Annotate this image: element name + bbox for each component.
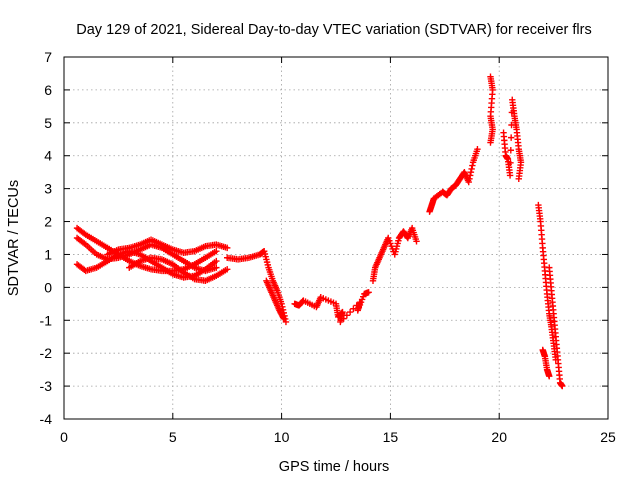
x-tick-label: 10 [274, 429, 290, 445]
series-track-m [535, 201, 559, 363]
y-tick-label: -4 [40, 411, 53, 427]
y-tick-label: 7 [44, 49, 52, 65]
data-point [466, 172, 474, 179]
series-track-h [291, 289, 372, 326]
data-point [468, 165, 475, 173]
data-point [365, 289, 372, 296]
x-tick-label: 20 [491, 429, 507, 445]
data-point [343, 312, 351, 319]
series-track-n [546, 264, 566, 390]
series-track-g [263, 277, 287, 322]
series-track-k [487, 73, 496, 146]
data-point [507, 134, 515, 141]
series-track-d [104, 236, 231, 258]
x-tick-label: 0 [60, 429, 68, 445]
data-point [474, 145, 481, 153]
y-tick-label: 1 [44, 246, 52, 262]
data-point [224, 266, 231, 273]
axis-ticks: 0 5 10 15 20 25 -4 -3 -2 -1 0 1 2 3 4 5 6 7 [40, 49, 616, 445]
series-track-o [539, 346, 553, 380]
data-point [279, 314, 287, 321]
data-point [507, 159, 514, 167]
y-tick-label: -1 [40, 312, 53, 328]
y-tick-label: 3 [44, 181, 52, 197]
series-track-i [369, 224, 420, 284]
y-tick-label: -3 [40, 378, 53, 394]
data-point [506, 172, 514, 179]
data-point [515, 175, 522, 182]
x-tick-label: 5 [169, 429, 177, 445]
y-tick-label: 0 [44, 279, 52, 295]
data-point [487, 139, 494, 146]
data-point [213, 257, 220, 265]
data-point [466, 175, 473, 182]
data-point [282, 318, 290, 326]
y-tick-label: -2 [40, 345, 53, 361]
x-tick-label: 25 [600, 429, 616, 445]
data-point [559, 382, 566, 390]
series-track-j [426, 145, 481, 215]
series-track-l [500, 96, 525, 182]
data-point [213, 264, 220, 271]
data-point [224, 244, 231, 252]
data-point [465, 178, 472, 186]
data-point [340, 315, 347, 322]
y-axis-label: SDTVAR / TECUs [6, 180, 22, 296]
data-point [346, 308, 354, 316]
y-tick-label: 6 [44, 82, 52, 98]
data-point [337, 318, 344, 326]
x-axis-label: GPS time / hours [279, 459, 389, 475]
data-points [73, 73, 566, 390]
data-point [280, 315, 287, 322]
data-point [213, 247, 220, 255]
y-tick-label: 4 [44, 148, 52, 164]
data-point [469, 162, 476, 169]
data-point [467, 168, 475, 176]
plot-frame [63, 56, 609, 420]
chart-title: Day 129 of 2021, Sidereal Day-to-day VTE… [76, 22, 591, 38]
series-track-e [126, 254, 231, 284]
x-tick-label: 15 [383, 429, 399, 445]
data-point [413, 238, 420, 245]
y-tick-label: 5 [44, 115, 52, 131]
data-point [546, 373, 553, 380]
data-point [507, 147, 515, 154]
y-tick-label: 2 [44, 214, 52, 230]
